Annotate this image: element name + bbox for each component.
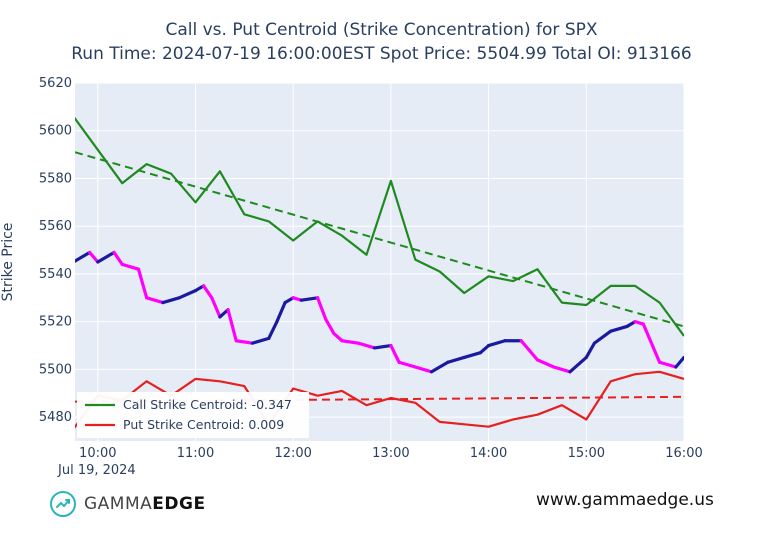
brand-name-light: GAMMA [84, 494, 153, 514]
x-tick-label: 13:00 [372, 446, 409, 461]
price-segment [340, 339, 360, 345]
price-segment [430, 360, 450, 374]
price-segment [324, 317, 336, 336]
price-segment [177, 289, 198, 300]
y-tick-label: 5500 [39, 362, 72, 377]
price-segment [389, 343, 401, 364]
chart-title-line2: Run Time: 2024-07-19 16:00:00EST Spot Pr… [71, 44, 692, 64]
y-axis-title: Strike Price [0, 223, 16, 302]
price-segment [641, 322, 662, 364]
price-segment [267, 320, 279, 340]
gridlines [75, 82, 685, 441]
price-segment [462, 351, 483, 360]
price-segment [250, 336, 271, 345]
gammaedge-logo-text: GAMMAEDGE [84, 494, 206, 514]
price-segment [88, 250, 100, 264]
price-segment [535, 358, 556, 369]
price-segment [356, 341, 377, 350]
legend: Call Strike Centroid: -0.347 Put Strike C… [77, 392, 309, 438]
plot-area [75, 83, 684, 441]
price-segment [120, 262, 141, 271]
price-segment [145, 296, 165, 305]
x-tick-label: 14:00 [470, 446, 507, 461]
price-segment [112, 250, 124, 266]
x-tick-label: 11:00 [177, 446, 214, 461]
gammaedge-logo-icon [50, 491, 76, 517]
price-segment [373, 343, 393, 350]
price-segment [275, 300, 287, 324]
x-tick-label: 10:00 [79, 446, 116, 461]
legend-box [77, 392, 309, 438]
x-tick-label: 15:00 [568, 446, 605, 461]
price-segment [75, 250, 92, 263]
y-tick-label: 5480 [39, 410, 72, 425]
website-url: www.gammaedge.us [536, 490, 714, 510]
y-tick-label: 5560 [39, 219, 72, 234]
price-segment [552, 365, 572, 374]
price-segment [161, 296, 181, 305]
put-trendline [75, 395, 684, 403]
price-segment [202, 284, 214, 300]
x-tick-label: 16:00 [665, 446, 702, 461]
price-segment [674, 355, 684, 369]
price-segment [568, 355, 588, 374]
chart-title: Call vs. Put Centroid (Strike Concentrat… [0, 18, 763, 66]
price-segment [584, 341, 597, 360]
price-segment [96, 250, 116, 264]
price-segment [478, 343, 491, 355]
price-segment [657, 360, 678, 369]
price-segment [226, 308, 238, 343]
price-segment [299, 296, 320, 302]
price-segment [234, 339, 255, 345]
price-segment [136, 267, 149, 300]
price-segment [486, 339, 507, 348]
chart-title-line1: Call vs. Put Centroid (Strike Concentrat… [165, 20, 598, 40]
legend-entry: Put Strike Centroid: 0.009 [123, 417, 284, 432]
price-path [75, 250, 684, 374]
price-segment [332, 332, 344, 343]
price-segment [413, 365, 434, 374]
y-tick-label: 5600 [39, 124, 72, 139]
legend-entry: Call Strike Centroid: -0.347 [123, 397, 292, 412]
gammaedge-logo: GAMMAEDGE [50, 490, 206, 518]
axes: 5480 5500 5520 5540 5560 5580 5600 5620 10:00 11:… [39, 76, 703, 461]
price-segment [592, 329, 613, 345]
x-tick-label: 12:00 [274, 446, 311, 461]
price-segment [609, 324, 629, 333]
price-segment [519, 339, 540, 362]
price-segment [316, 296, 328, 321]
x-axis-date-label: Jul 19, 2024 [57, 463, 136, 478]
call-centroid-line [75, 116, 684, 337]
y-tick-label: 5620 [39, 76, 72, 91]
y-tick-label: 5580 [39, 171, 72, 186]
price-segment [210, 296, 222, 319]
y-tick-label: 5540 [39, 267, 72, 282]
price-segment [397, 360, 417, 369]
y-tick-label: 5520 [39, 315, 72, 330]
price-segment [446, 355, 466, 364]
price-segment [218, 308, 230, 319]
brand-name-bold: EDGE [152, 494, 206, 514]
